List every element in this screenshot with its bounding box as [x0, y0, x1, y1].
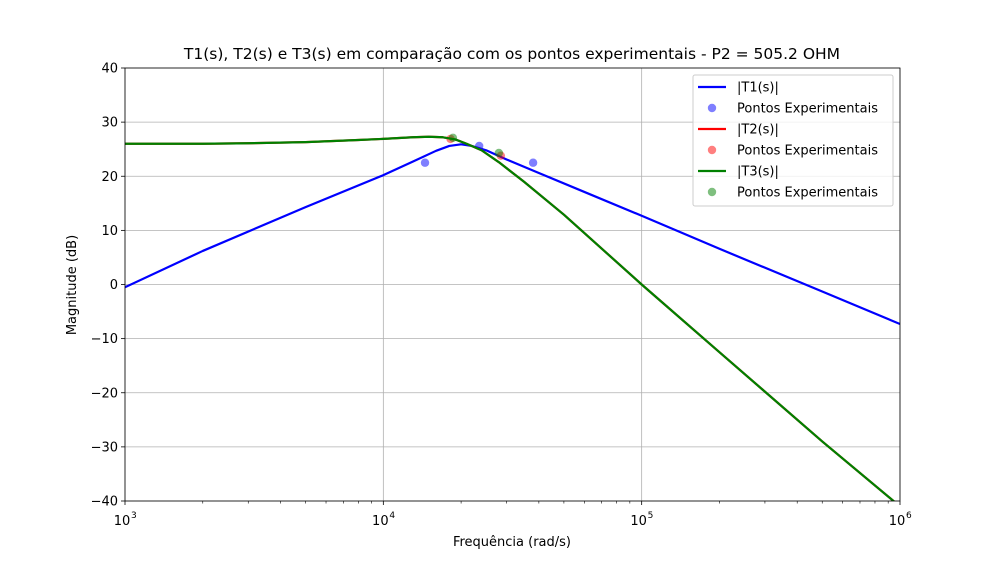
- y-tick-label: −10: [91, 332, 118, 347]
- x-tick-label: 10 6: [889, 511, 912, 529]
- y-tick-label: 30: [101, 116, 118, 131]
- y-tick-label: −40: [91, 495, 118, 510]
- x-tick-base: 10: [630, 514, 647, 529]
- legend-label: Pontos Experimentais: [737, 144, 878, 159]
- legend-entry: |T1(s)|: [698, 81, 779, 96]
- series-layer: [125, 133, 900, 501]
- x-tick-base: 10: [372, 514, 389, 529]
- x-axis-label: Frequência (rad/s): [453, 535, 571, 550]
- y-tick-label: 0: [110, 278, 118, 293]
- x-tick-exponent: 3: [131, 511, 137, 521]
- y-tick-label: 40: [101, 62, 118, 77]
- legend-label: |T2(s)|: [737, 123, 779, 138]
- legend-marker-swatch: [707, 145, 717, 155]
- legend-label: |T1(s)|: [737, 81, 779, 96]
- x-tick-exponent: 4: [389, 511, 395, 521]
- data-point: [420, 158, 430, 167]
- data-point: [528, 158, 538, 167]
- legend-entry: Pontos Experimentais: [707, 102, 878, 117]
- legend-frame: [692, 74, 894, 207]
- x-tick-label: 10 3: [114, 511, 137, 529]
- legend-label: Pontos Experimentais: [737, 102, 878, 117]
- legend-label: Pontos Experimentais: [737, 186, 878, 201]
- x-tick-label: 10 5: [630, 511, 653, 529]
- x-tick-label: 10 4: [372, 511, 395, 529]
- legend-label: |T3(s)|: [737, 165, 779, 180]
- x-tick-base: 10: [889, 514, 906, 529]
- x-tick-base: 10: [114, 514, 131, 529]
- chart-title: T1(s), T2(s) e T3(s) em comparação com o…: [183, 45, 840, 63]
- x-tick-exponent: 6: [906, 511, 912, 521]
- legend-marker-swatch: [707, 187, 717, 197]
- data-point: [448, 133, 458, 143]
- y-tick-label: −20: [91, 386, 118, 401]
- legend-entry: |T3(s)|: [698, 165, 779, 180]
- y-tick-label: 10: [101, 224, 118, 239]
- y-axis-label: Magnitude (dB): [65, 235, 80, 335]
- legend-entry: Pontos Experimentais: [707, 186, 878, 201]
- legend-entry: Pontos Experimentais: [707, 144, 878, 159]
- data-point: [494, 148, 504, 158]
- y-tick-label: 20: [101, 170, 118, 185]
- legend: |T1(s)| Pontos Experimentais |T2(s)| Pontos…: [692, 74, 894, 207]
- y-tick-label: −30: [91, 440, 118, 455]
- legend-entry: |T2(s)|: [698, 123, 779, 138]
- x-tick-exponent: 5: [648, 511, 654, 521]
- legend-marker-swatch: [707, 103, 717, 113]
